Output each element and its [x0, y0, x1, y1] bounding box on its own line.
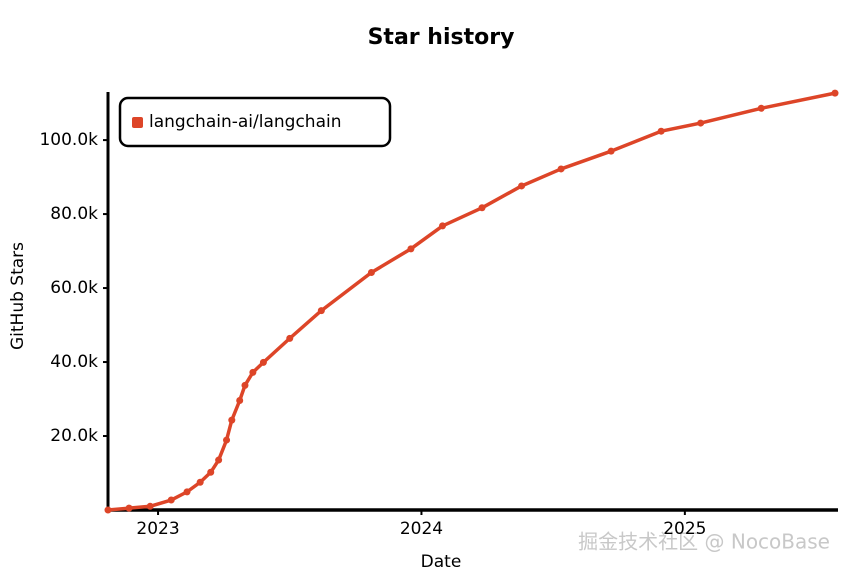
data-point: [286, 334, 294, 342]
data-point: [249, 368, 257, 376]
series-line: [106, 91, 837, 512]
x-tick-label: 2023: [136, 519, 179, 539]
y-tick-label: 60.0k: [50, 278, 98, 298]
data-point: [228, 416, 236, 424]
data-point: [215, 456, 223, 464]
legend-swatch: [132, 117, 143, 128]
data-point: [439, 222, 447, 230]
x-tick-label: 2024: [400, 519, 443, 539]
data-point: [657, 127, 665, 135]
data-point: [183, 488, 191, 496]
data-point: [207, 468, 215, 476]
data-point: [607, 147, 615, 155]
x-axis-label: Date: [421, 552, 462, 572]
data-point: [167, 496, 175, 504]
data-point: [259, 358, 267, 366]
y-tick-label: 100.0k: [39, 130, 98, 150]
data-point: [104, 506, 112, 514]
data-point: [125, 504, 133, 512]
data-point: [831, 89, 839, 97]
data-point: [367, 269, 375, 277]
data-point: [241, 381, 249, 389]
data-point: [407, 245, 415, 253]
chart-title: Star history: [368, 25, 515, 50]
data-point: [697, 119, 705, 127]
x-tick-label: 2025: [663, 519, 706, 539]
data-point: [236, 397, 244, 405]
data-point: [317, 307, 325, 315]
data-point: [223, 436, 231, 444]
watermark: 掘金技术社区 @ NocoBase: [578, 530, 830, 554]
legend-box: [118, 96, 392, 148]
data-point: [196, 478, 204, 486]
data-point: [518, 182, 526, 190]
data-point: [478, 204, 486, 212]
data-point: [557, 165, 565, 173]
y-tick-label: 20.0k: [50, 426, 98, 446]
data-point: [146, 502, 154, 510]
y-tick-label: 40.0k: [50, 352, 98, 372]
y-axis-label: GitHub Stars: [8, 242, 28, 350]
data-point: [757, 104, 765, 112]
legend-label: langchain-ai/langchain: [149, 112, 342, 132]
y-tick-label: 80.0k: [50, 204, 98, 224]
